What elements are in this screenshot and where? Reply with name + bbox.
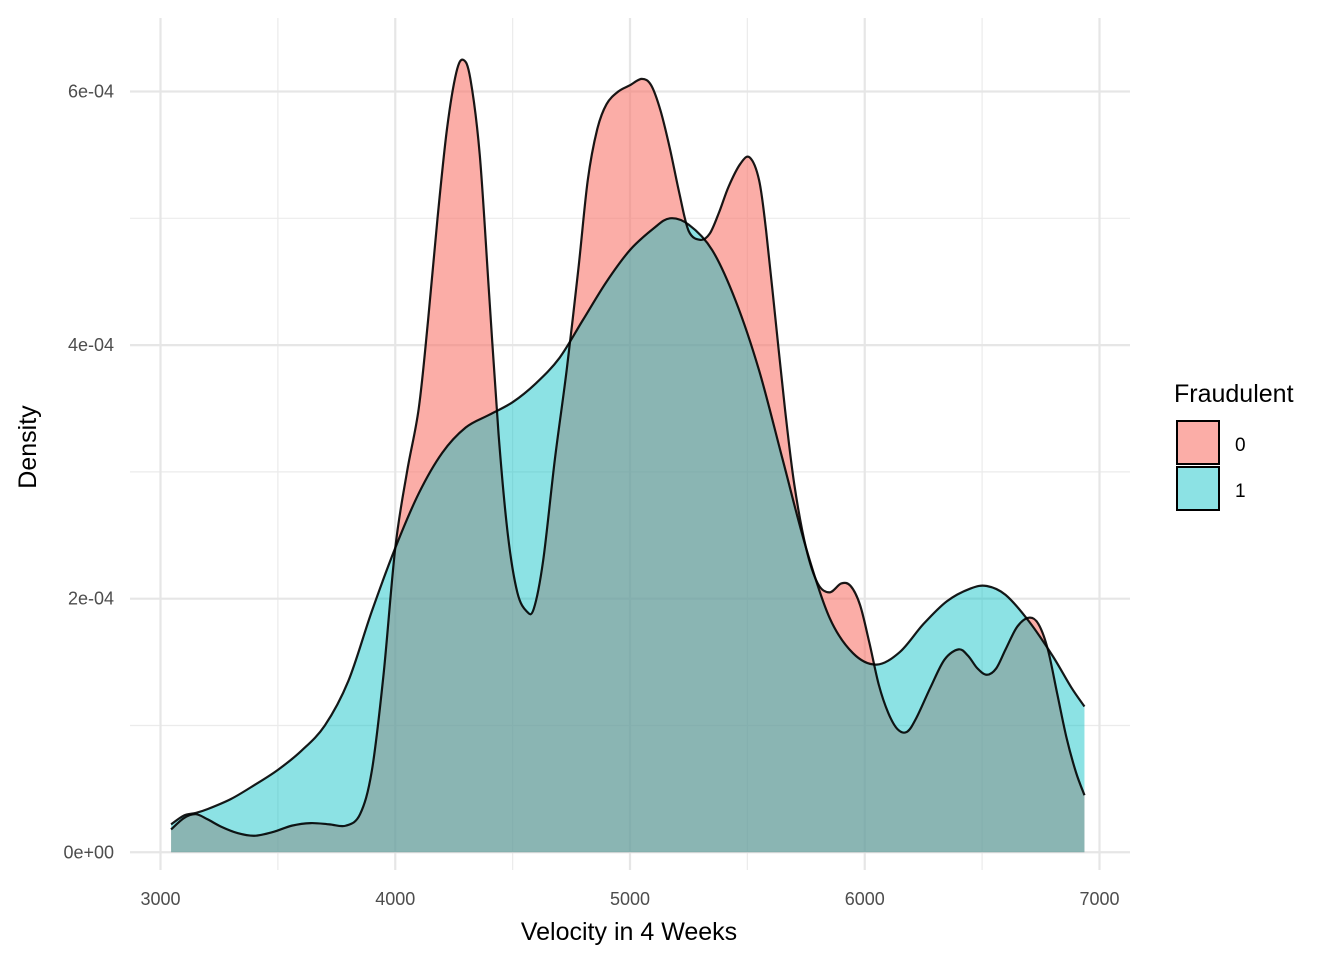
x-tick-label: 4000 <box>375 889 415 909</box>
density-areas <box>170 58 1086 853</box>
legend-key-0 <box>1176 420 1220 465</box>
x-tick-label: 3000 <box>140 889 180 909</box>
x-tick-label: 6000 <box>845 889 885 909</box>
density-area-1 <box>171 218 1085 853</box>
legend-title: Fraudulent <box>1174 380 1294 408</box>
density-area-0 <box>171 59 1085 853</box>
x-axis-title: Velocity in 4 Weeks <box>521 918 737 946</box>
legend-key-1 <box>1176 466 1220 511</box>
density-line-1 <box>170 217 1086 826</box>
legend-label-0: 0 <box>1235 435 1246 456</box>
y-tick-label: 2e-04 <box>68 589 114 609</box>
density-line-0 <box>170 58 1086 837</box>
legend: Fraudulent 0 1 <box>1174 380 1294 511</box>
y-tick-label: 6e-04 <box>68 82 114 102</box>
y-axis-tick-labels: 0e+00 2e-04 4e-04 6e-04 <box>63 82 114 863</box>
y-axis-title: Density <box>14 405 42 489</box>
legend-label-1: 1 <box>1235 481 1246 502</box>
y-tick-label: 4e-04 <box>68 335 114 355</box>
x-tick-label: 7000 <box>1079 889 1119 909</box>
x-tick-label: 5000 <box>610 889 650 909</box>
y-tick-label: 0e+00 <box>63 842 114 862</box>
x-axis-tick-labels: 3000 4000 5000 6000 7000 <box>140 889 1119 909</box>
